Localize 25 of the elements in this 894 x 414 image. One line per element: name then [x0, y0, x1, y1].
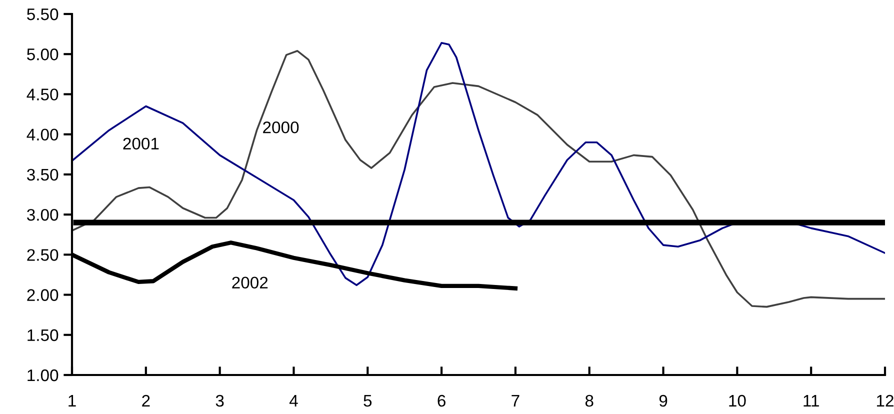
y-tick-label: 4.00 [26, 128, 58, 141]
x-tick-label: 8 [585, 394, 594, 407]
y-tick-label: 1.50 [28, 329, 58, 342]
x-tick-label: 12 [877, 394, 894, 407]
x-tick-label: 9 [659, 394, 668, 407]
y-tick-label: 5.50 [27, 8, 58, 20]
series-label: 2000 [263, 121, 299, 134]
x-tick-label: 3 [216, 394, 224, 407]
x-tick-label: 2 [142, 394, 150, 407]
x-tick-label: 7 [512, 395, 520, 407]
y-tick-label: 3.00 [27, 208, 58, 221]
y-tick-label: 5.00 [27, 48, 58, 60]
y-tick-label: 3.50 [27, 168, 58, 181]
series-label: 2001 [123, 138, 159, 150]
series-label: 2002 [232, 276, 268, 289]
x-tick-label: 11 [804, 395, 819, 407]
x-tick-label: 6 [438, 394, 446, 407]
y-tick-label: 2.00 [27, 289, 58, 301]
x-tick-label: 10 [729, 394, 746, 407]
y-tick-label: 1.00 [28, 369, 58, 382]
x-tick-label: 5 [364, 395, 372, 407]
x-tick-label: 4 [289, 395, 298, 407]
y-tick-label: 2.50 [27, 249, 58, 261]
y-tick-label: 4.50 [26, 88, 58, 100]
x-tick-label: 1 [68, 395, 76, 407]
